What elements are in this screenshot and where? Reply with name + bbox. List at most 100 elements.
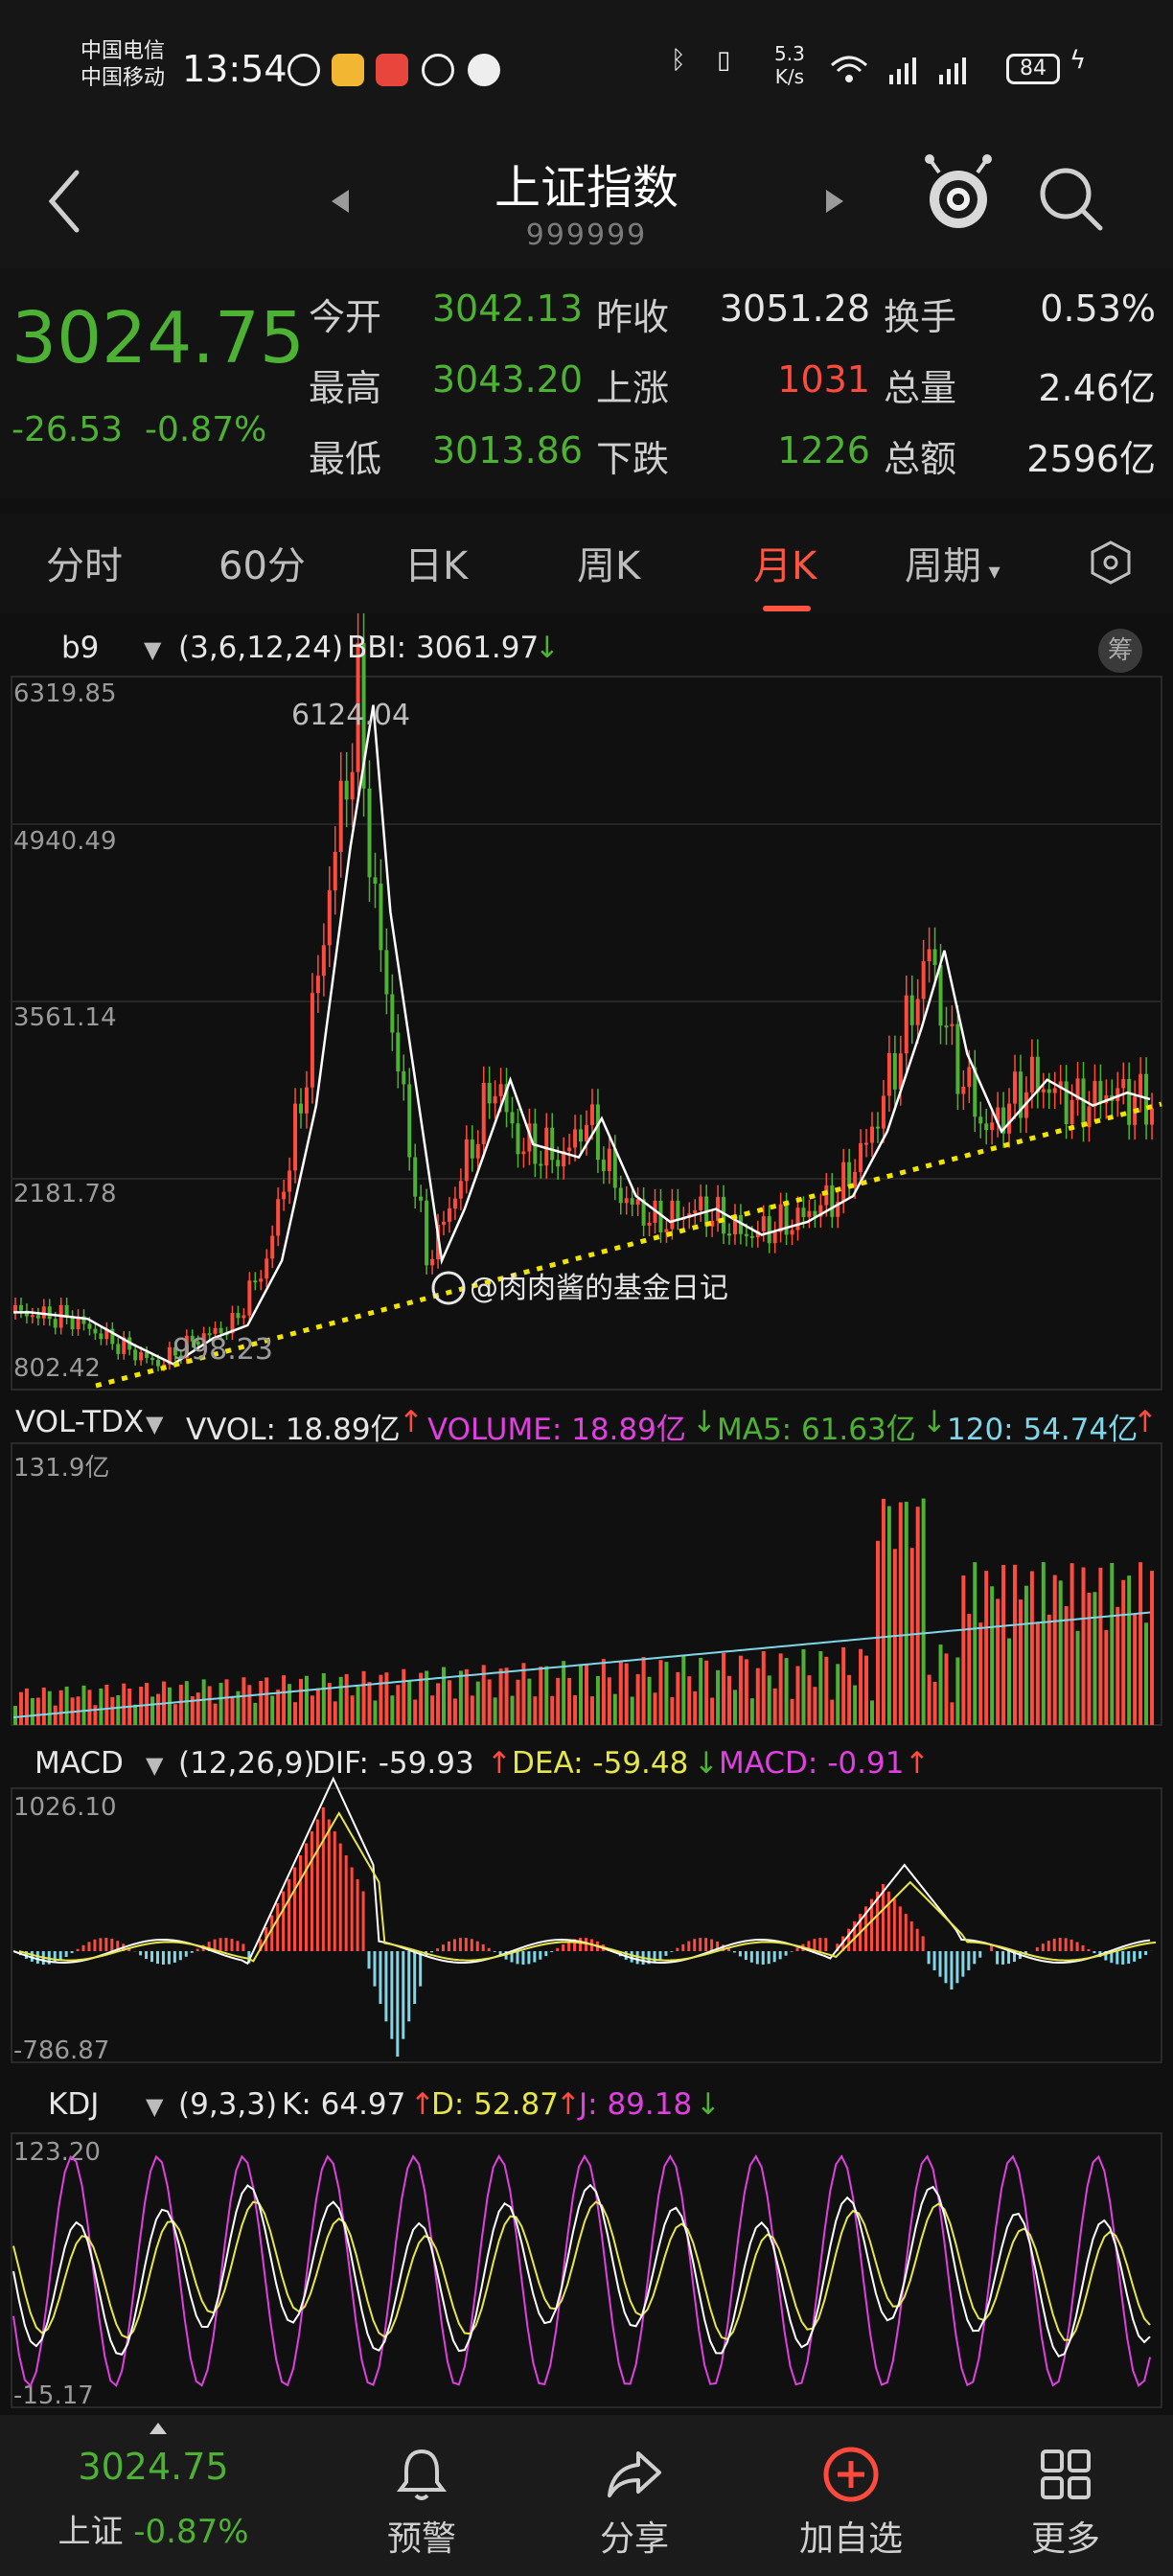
macd-bar bbox=[110, 1939, 114, 1951]
tab-daily-k[interactable]: 日K bbox=[404, 544, 469, 588]
candle-body bbox=[242, 1315, 246, 1319]
candle-body bbox=[30, 1315, 34, 1318]
candle-body bbox=[944, 1025, 949, 1028]
macd-bar bbox=[430, 1951, 434, 1953]
macd-bar bbox=[436, 1948, 440, 1951]
macd-bar bbox=[1064, 1938, 1068, 1951]
volume-bar bbox=[938, 1644, 943, 1725]
kdj-y-min-label: -15.17 bbox=[13, 2381, 94, 2410]
kdj-j-line bbox=[12, 2153, 1152, 2388]
chevron-down-icon[interactable]: ▼ bbox=[146, 2093, 164, 2120]
more-button[interactable]: 更多 bbox=[999, 2415, 1133, 2576]
up-arrow-icon: ↑ bbox=[905, 1746, 930, 1781]
tab-intraday[interactable]: 分时 bbox=[46, 544, 123, 588]
kdj-indicator-header: KDJ ▼ (9,3,3) K: 64.97 ↑ D: 52.87 ↑ J: 8… bbox=[0, 2080, 1173, 2131]
search-icon[interactable] bbox=[1035, 163, 1108, 236]
candle-body bbox=[498, 1084, 503, 1096]
candle-body bbox=[1087, 1106, 1092, 1128]
volume-bar bbox=[1087, 1592, 1092, 1725]
macd-bar bbox=[93, 1939, 97, 1951]
candle-body bbox=[738, 1214, 743, 1234]
prev-index-icon[interactable] bbox=[320, 180, 358, 222]
candle-body bbox=[641, 1199, 646, 1226]
candle-body bbox=[722, 1197, 726, 1234]
speed-value: 5.3 bbox=[774, 42, 805, 65]
candle-body bbox=[464, 1139, 469, 1182]
candle-body bbox=[881, 1095, 886, 1129]
volume-bar bbox=[425, 1670, 429, 1725]
chevron-down-icon[interactable]: ▼ bbox=[146, 1411, 164, 1438]
macd-indicator-name[interactable]: MACD bbox=[34, 1746, 124, 1781]
volume-bar bbox=[184, 1681, 189, 1725]
candle-body bbox=[847, 1162, 852, 1187]
macd-bar bbox=[310, 1831, 313, 1951]
volume-bar bbox=[361, 1670, 366, 1725]
macd-bar bbox=[898, 1906, 902, 1951]
candle-body bbox=[321, 945, 326, 977]
share-button[interactable]: 分享 bbox=[567, 2415, 702, 2576]
candle-body bbox=[167, 1347, 172, 1365]
candle-body bbox=[487, 1082, 492, 1104]
macd-bar bbox=[836, 1944, 840, 1951]
index-summary[interactable]: 3024.75 上证 -0.87% bbox=[19, 2415, 288, 2576]
macd-bar bbox=[767, 1951, 770, 1965]
volume-bar bbox=[670, 1696, 675, 1725]
tab-monthly-k[interactable]: 月K bbox=[753, 544, 817, 588]
volume-bar bbox=[1144, 1622, 1149, 1725]
vol-y-max-label: 131.9亿 bbox=[13, 1454, 109, 1483]
macd-bar bbox=[921, 1936, 925, 1951]
tab-weekly-k[interactable]: 周K bbox=[577, 544, 641, 588]
volume-bar bbox=[436, 1683, 441, 1725]
tab-period-dropdown[interactable]: 周期 ▾ bbox=[905, 535, 1000, 590]
main-indicator-name[interactable]: b9 bbox=[61, 631, 100, 665]
candle-body bbox=[350, 771, 355, 800]
macd-bar bbox=[452, 1939, 456, 1951]
vvol-value: VVOL: 18.89亿 bbox=[186, 1413, 401, 1447]
candle-body bbox=[595, 1104, 600, 1161]
volume-bar bbox=[601, 1659, 606, 1725]
candle-body bbox=[699, 1196, 703, 1211]
volume-bar bbox=[1018, 1599, 1023, 1725]
next-index-icon[interactable] bbox=[816, 180, 855, 222]
advancers-label: 上涨 bbox=[596, 367, 670, 409]
macd-bar bbox=[58, 1951, 62, 1961]
macd-bar bbox=[1110, 1951, 1114, 1964]
macd-bar bbox=[653, 1951, 656, 1963]
volume-bar bbox=[419, 1672, 424, 1725]
volume-bar bbox=[1127, 1576, 1132, 1725]
kline-chart-svg[interactable]: 6319.85 4940.49 3561.14 2181.78 802.42 6124.0… bbox=[0, 609, 1173, 2415]
expand-up-icon[interactable] bbox=[150, 2423, 167, 2434]
up-arrow-icon: ↑ bbox=[487, 1746, 512, 1781]
candle-body bbox=[612, 1148, 617, 1188]
tab-60min[interactable]: 60分 bbox=[218, 544, 306, 588]
macd-bar bbox=[847, 1928, 851, 1951]
add-watchlist-button[interactable]: 加自选 bbox=[774, 2415, 928, 2576]
vol-indicator-name[interactable]: VOL-TDX bbox=[15, 1405, 145, 1439]
macd-params: (12,26,9) bbox=[178, 1746, 315, 1781]
candle-body bbox=[539, 1163, 543, 1166]
mascot-icon[interactable] bbox=[920, 153, 997, 240]
chart-area[interactable]: 6319.85 4940.49 3561.14 2181.78 802.42 6124.0… bbox=[0, 609, 1173, 2415]
macd-bar bbox=[950, 1951, 954, 1990]
chip-distribution-button[interactable]: 筹 bbox=[1098, 629, 1142, 673]
macd-bar bbox=[145, 1951, 149, 1960]
candle-body bbox=[1127, 1078, 1132, 1125]
chevron-down-icon[interactable]: ▼ bbox=[146, 1752, 164, 1779]
settings-hexagon-icon[interactable] bbox=[1087, 539, 1135, 586]
candle-body bbox=[116, 1344, 121, 1354]
volume-bar bbox=[886, 1506, 891, 1725]
volume-bar bbox=[533, 1696, 538, 1725]
kdj-indicator-name[interactable]: KDJ bbox=[48, 2087, 100, 2122]
current-price: 3024.75 bbox=[12, 297, 306, 380]
chevron-down-icon[interactable]: ▼ bbox=[144, 636, 162, 663]
back-icon[interactable] bbox=[38, 163, 96, 240]
macd-bar bbox=[727, 1948, 730, 1951]
volume-bar bbox=[589, 1696, 594, 1725]
candle-body bbox=[184, 1335, 189, 1359]
candle-body bbox=[562, 1151, 566, 1167]
alert-button[interactable]: 预警 bbox=[355, 2415, 489, 2576]
volume-bar bbox=[767, 1675, 771, 1725]
down-arrow-icon: ↓ bbox=[692, 1405, 717, 1439]
macd-bar bbox=[841, 1936, 845, 1951]
macd-bar bbox=[687, 1941, 691, 1951]
